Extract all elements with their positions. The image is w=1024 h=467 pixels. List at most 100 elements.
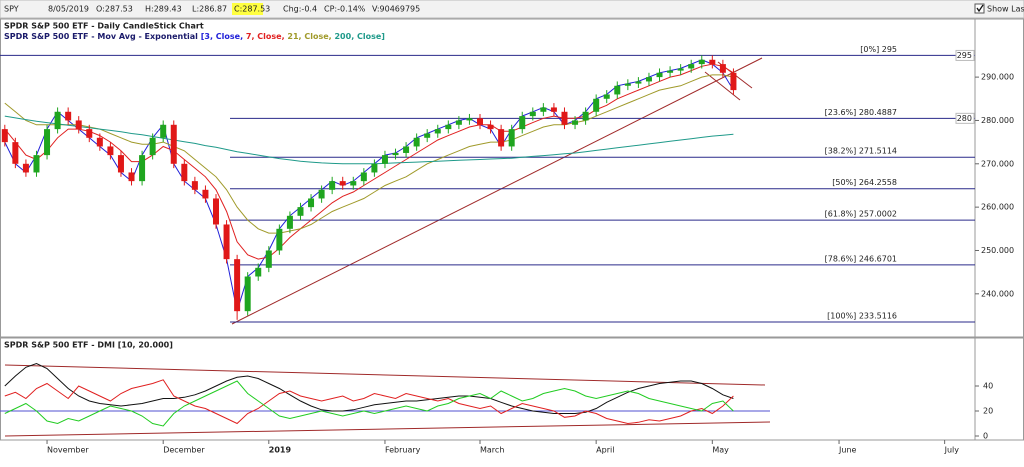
fib-label: [50%] 264.2558 <box>832 178 897 187</box>
candle-body <box>265 250 272 268</box>
fib-label: [100%] 233.5116 <box>827 311 897 320</box>
show-last-label[interactable]: Show Last <box>987 5 1024 14</box>
candle-body <box>286 215 293 229</box>
candle-body <box>624 83 631 86</box>
candle-body <box>65 111 72 121</box>
checkmark <box>976 4 984 13</box>
x-tick-label: November <box>47 446 89 455</box>
candle-body <box>255 267 262 277</box>
candle-body <box>550 107 557 112</box>
close-highlight <box>232 3 263 15</box>
ma-line <box>4 74 734 234</box>
candle-body <box>677 68 684 71</box>
axis-marker-box <box>955 49 975 61</box>
y-tick-label: 20 <box>983 407 993 416</box>
dmi-line <box>4 379 734 425</box>
candle-body <box>12 142 19 164</box>
candle-body <box>498 129 505 147</box>
subtitle-text: SPDR S&P 500 ETF - Mov Avg - Exponential <box>4 32 198 41</box>
candle-body <box>22 163 29 173</box>
x-tick-label: February <box>385 446 421 455</box>
dmi-trend-line <box>4 421 771 437</box>
legend: [3, Close, 7, Close, 21, Close, 200, Clo… <box>198 32 385 41</box>
ma-line <box>4 115 734 165</box>
candle-body <box>719 64 726 73</box>
candle-body <box>688 64 695 69</box>
candle-body <box>308 198 315 208</box>
change: Chg:-0.4 <box>283 5 317 14</box>
legend-entry: 21, Close, <box>285 32 332 41</box>
candle-body <box>139 155 146 182</box>
high: H:289.43 <box>145 5 182 14</box>
y-tick-label: 40 <box>983 382 993 391</box>
x-tick-label: May <box>712 446 729 455</box>
candle-body <box>540 107 547 112</box>
legend-entry: 7, Close, <box>243 32 285 41</box>
dmi-title: SPDR S&P 500 ETF - DMI [10, 20.000] <box>4 341 173 350</box>
candle-body <box>392 152 399 156</box>
candle-body <box>635 81 642 84</box>
candle-body <box>1 129 8 143</box>
candle-body <box>339 181 346 186</box>
candle-body <box>477 118 483 125</box>
axis-marker-label: 280 <box>957 114 972 123</box>
x-tick-label: April <box>596 446 614 455</box>
candle-body <box>33 155 40 173</box>
candle-body <box>519 116 526 130</box>
fib-label: [38.2%] 271.5114 <box>825 147 897 156</box>
y-tick-label: 260.000 <box>981 203 1014 212</box>
candle-body <box>160 124 167 138</box>
candle-body <box>318 189 325 199</box>
candle-body <box>466 118 473 121</box>
candle-body <box>487 124 494 130</box>
candle-body <box>276 228 283 251</box>
chart-subtitle: SPDR S&P 500 ETF - Mov Avg - Exponential… <box>4 32 385 41</box>
change-pct: CP:-0.14% <box>324 5 366 14</box>
candle-body <box>424 133 431 138</box>
candle-body <box>128 172 135 182</box>
candle-body <box>44 129 51 156</box>
candle-body <box>413 137 420 147</box>
candle-body <box>96 137 103 147</box>
candle-body <box>107 146 114 156</box>
y-tick-label: 280.000 <box>981 116 1014 125</box>
candle-body <box>54 111 61 130</box>
candle-body <box>170 124 177 164</box>
y-tick-label: 270.000 <box>981 159 1014 168</box>
legend-entry: [3, Close, <box>198 32 243 41</box>
candle-body <box>202 189 209 199</box>
x-tick-label: March <box>480 446 504 455</box>
candle-body <box>223 224 230 260</box>
candle-body <box>561 111 568 125</box>
candle-body <box>381 155 388 164</box>
candle-body <box>234 259 241 312</box>
candle-body <box>667 70 674 73</box>
candle-body <box>508 129 515 147</box>
ma-line <box>4 63 734 260</box>
dmi-panel <box>0 337 1024 441</box>
close: C:287.53 <box>234 5 270 14</box>
candle-body <box>645 77 652 82</box>
candle-body <box>593 98 600 112</box>
candle-body <box>434 129 441 134</box>
dmi-line <box>4 362 734 414</box>
candle-body <box>698 59 705 65</box>
candle-body <box>709 59 716 65</box>
candle-body <box>582 111 589 121</box>
candle-body <box>360 172 367 182</box>
candle-body <box>371 163 378 173</box>
candle-body <box>213 198 219 225</box>
candle-body <box>350 181 357 186</box>
fib-label: [23.6%] 280.4887 <box>825 108 897 117</box>
candle-body <box>455 120 462 125</box>
low: L:286.87 <box>192 5 227 14</box>
candle-body <box>181 163 188 182</box>
fib-label: [78.6%] 246.6701 <box>825 254 897 263</box>
candle-body <box>297 207 304 216</box>
fib-label: [61.8%] 257.0002 <box>825 210 897 219</box>
fib-label: [0%] 295 <box>860 45 897 54</box>
candle-body <box>656 72 663 78</box>
show-last-checkbox[interactable] <box>974 3 985 14</box>
